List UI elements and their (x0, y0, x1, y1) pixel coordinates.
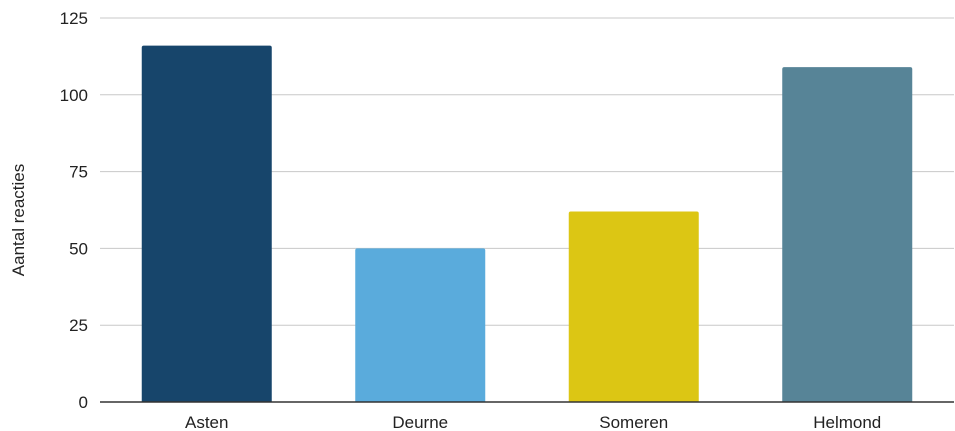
y-tick-label: 125 (60, 9, 88, 28)
bars (141, 45, 913, 402)
bar-helmond (782, 67, 913, 402)
bar-deurne (355, 248, 486, 402)
y-tick-label: 50 (69, 239, 88, 258)
x-tick-label: Deurne (392, 413, 448, 431)
x-tick-labels: Asten Deurne Someren Helmond (185, 413, 881, 431)
y-tick-labels: 0 25 50 75 100 125 (60, 9, 88, 412)
y-tick-label: 25 (69, 316, 88, 335)
y-tick-label: 0 (79, 393, 88, 412)
x-tick-label: Asten (185, 413, 228, 431)
y-tick-label: 100 (60, 86, 88, 105)
bar-someren (568, 211, 699, 402)
bar-asten (141, 45, 272, 402)
x-tick-label: Helmond (813, 413, 881, 431)
y-tick-label: 75 (69, 163, 88, 182)
y-axis-title: Aantal reacties (9, 164, 28, 276)
x-tick-label: Someren (599, 413, 668, 431)
